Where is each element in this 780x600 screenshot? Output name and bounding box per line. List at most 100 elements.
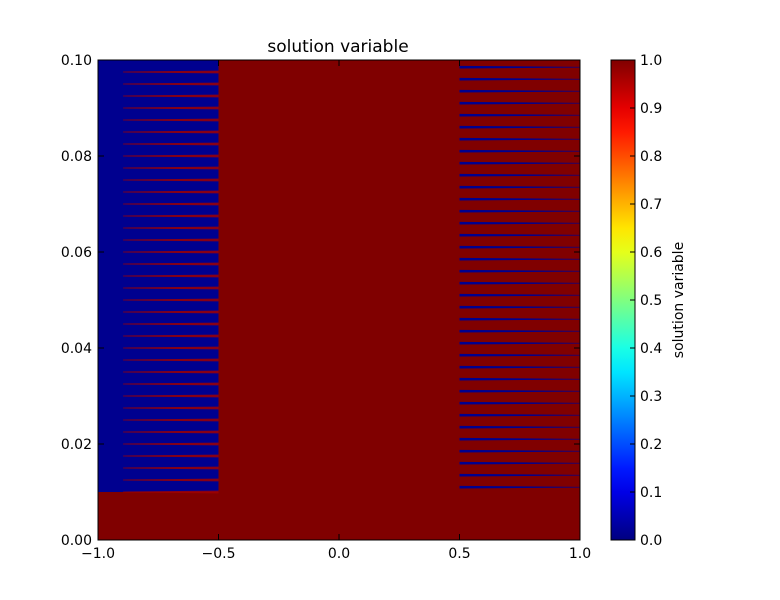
left-stripe: [123, 178, 219, 182]
right-line: [459, 269, 580, 273]
left-stripe: [123, 130, 219, 134]
x-tick-label: −1.0: [81, 546, 115, 562]
right-line: [459, 389, 580, 393]
left-stripe: [123, 214, 219, 218]
right-line: [459, 413, 580, 417]
y-tick-label: 0.00: [61, 533, 92, 549]
right-line: [459, 473, 580, 477]
right-line: [459, 137, 580, 141]
plot-area: [98, 60, 580, 540]
x-tick-label: 1.0: [569, 546, 591, 562]
right-line: [459, 365, 580, 369]
y-tick-label: 0.04: [61, 341, 92, 357]
right-line: [459, 113, 580, 117]
left-stripe: [123, 478, 219, 482]
left-stripe: [123, 490, 219, 494]
y-tick-label: 0.08: [61, 149, 92, 165]
left-stripe: [123, 142, 219, 146]
right-line: [459, 209, 580, 213]
left-stripe: [123, 418, 219, 422]
left-stripe: [123, 118, 219, 122]
right-line: [459, 161, 580, 165]
right-line: [459, 77, 580, 81]
x-tick-label: 0.5: [448, 546, 470, 562]
right-line: [459, 197, 580, 201]
right-line: [459, 377, 580, 381]
right-line: [459, 125, 580, 129]
right-line: [459, 101, 580, 105]
colorbar-tick-label: 0.0: [640, 533, 662, 549]
left-stripe: [123, 286, 219, 290]
right-line: [459, 245, 580, 249]
right-line: [459, 221, 580, 225]
colorbar-tick-label: 0.2: [640, 437, 662, 453]
right-line: [459, 485, 580, 489]
right-line: [459, 461, 580, 465]
y-tick-label: 0.10: [61, 53, 92, 69]
x-tick-label: 0.0: [328, 546, 350, 562]
left-stripe: [123, 358, 219, 362]
left-stripe: [123, 298, 219, 302]
colorbar-tick-label: 0.7: [640, 197, 662, 213]
left-stripe: [123, 394, 219, 398]
left-stripe: [123, 94, 219, 98]
left-stripe: [123, 382, 219, 386]
left-stripe: [123, 106, 219, 110]
colorbar-tick-label: 0.9: [640, 101, 662, 117]
left-stripe: [123, 166, 219, 170]
left-stripe: [123, 274, 219, 278]
right-line: [459, 185, 580, 189]
chart-title: solution variable: [267, 37, 408, 57]
colorbar-tick-label: 0.1: [640, 485, 662, 501]
colorbar-tick-label: 0.6: [640, 245, 662, 261]
right-line: [459, 305, 580, 309]
right-line: [459, 293, 580, 297]
axes: −1.0 −0.5 0.0 0.5 1.0 0.00 0.02 0.04 0.06 0.08 0.1…: [61, 53, 591, 562]
right-line: [459, 401, 580, 405]
left-stripe: [123, 334, 219, 338]
left-stripe: [123, 154, 219, 158]
right-line: [459, 257, 580, 261]
colorbar-tick-label: 0.3: [640, 389, 662, 405]
colorbar-label: solution variable: [671, 242, 687, 358]
left-stripe: [123, 226, 219, 230]
left-stripe: [123, 202, 219, 206]
right-line: [459, 233, 580, 237]
colorbar-tick-label: 0.8: [640, 149, 662, 165]
colorbar-tick-label: 0.5: [640, 293, 662, 309]
left-stripe: [123, 442, 219, 446]
right-line: [459, 449, 580, 453]
x-tick-label: −0.5: [202, 546, 236, 562]
left-stripe: [123, 262, 219, 266]
right-line: [459, 353, 580, 357]
right-line: [459, 425, 580, 429]
left-stripe: [123, 82, 219, 86]
right-line: [459, 149, 580, 153]
left-stripe: [123, 238, 219, 242]
right-line: [459, 65, 580, 69]
left-stripe: [123, 190, 219, 194]
right-line: [459, 173, 580, 177]
left-stripe: [123, 322, 219, 326]
y-tick-label: 0.02: [61, 437, 92, 453]
left-stripe: [123, 346, 219, 350]
colorbar-tick-label: 1.0: [640, 53, 662, 69]
left-stripe: [123, 454, 219, 458]
left-stripe: [123, 370, 219, 374]
colorbar-tick-label: 0.4: [640, 341, 662, 357]
left-stripe: [123, 250, 219, 254]
right-line: [459, 437, 580, 441]
right-line: [459, 281, 580, 285]
left-stripe: [123, 466, 219, 470]
left-stripe: [123, 406, 219, 410]
colorbar: 0.0 0.1 0.2 0.3 0.4 0.5 0.6 0.7 0.8 0.9 1.0: [610, 53, 662, 549]
left-stripe: [123, 430, 219, 434]
y-tick-label: 0.06: [61, 245, 92, 261]
left-stripe: [123, 310, 219, 314]
left-stripe: [123, 70, 219, 74]
right-line: [459, 317, 580, 321]
right-line: [459, 341, 580, 345]
right-line: [459, 89, 580, 93]
right-line: [459, 329, 580, 333]
